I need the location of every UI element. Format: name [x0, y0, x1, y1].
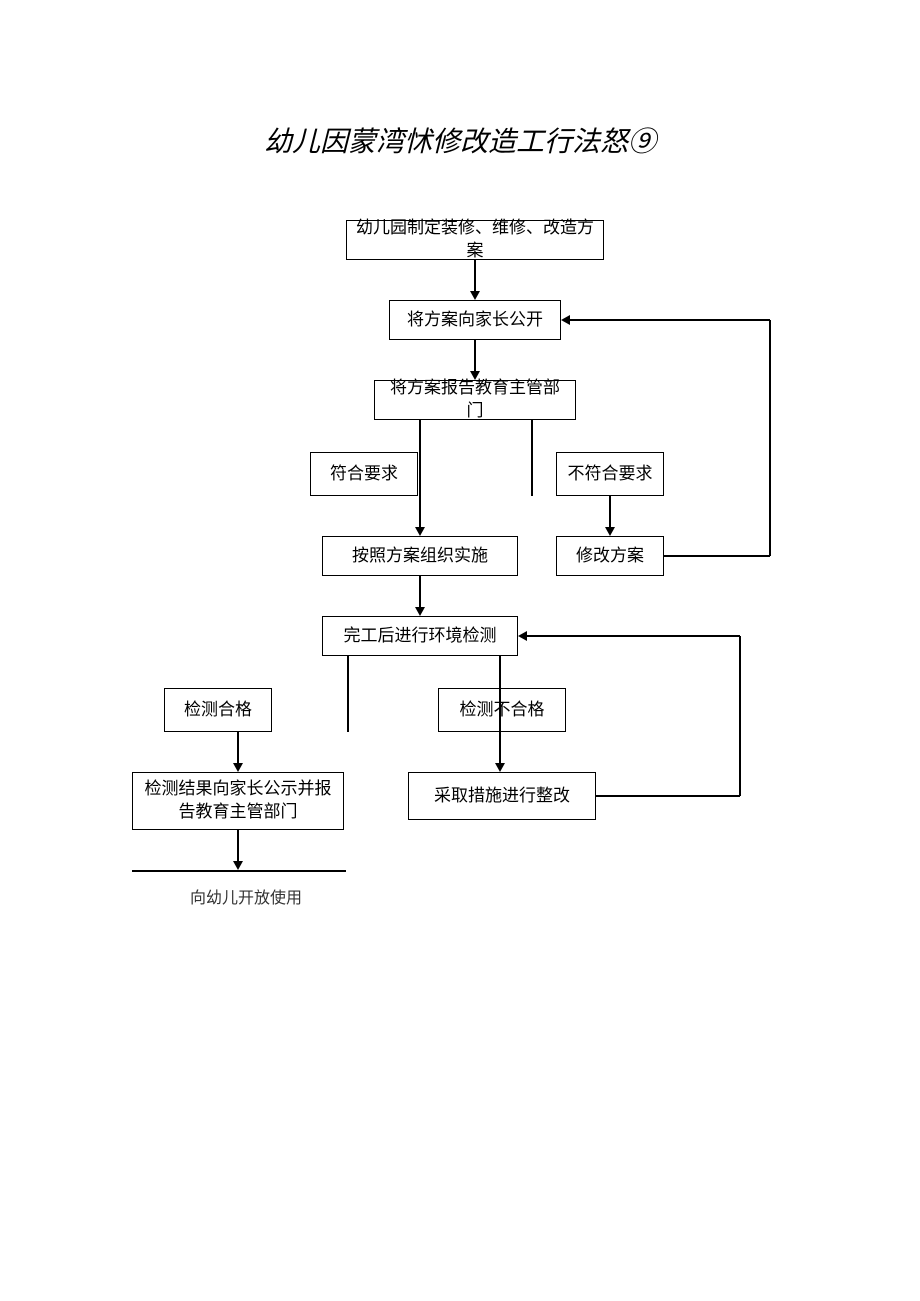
edge-h	[527, 635, 740, 637]
arrow-down	[605, 527, 615, 536]
arrow-down	[495, 763, 505, 772]
edge-v	[419, 496, 421, 527]
edge-v	[419, 576, 421, 607]
flow-node-n2: 将方案向家长公开	[389, 300, 561, 340]
flowchart-canvas: 幼儿园制定装修、维修、改造方案将方案向家长公开将方案报告教育主管部门符合要求 不符…	[100, 220, 820, 940]
edge-v	[419, 420, 421, 496]
page-title: 幼儿因蒙湾怵修改造工行法怒⑨	[0, 120, 920, 160]
edge-h	[596, 795, 740, 797]
edge-v	[237, 830, 239, 861]
edge-h	[664, 555, 770, 557]
flow-node-n7: 修改方案	[556, 536, 664, 576]
edge-h	[570, 319, 770, 321]
edge-v	[474, 340, 476, 371]
flow-node-n11: 检测结果向家长公示并报告教育主管部门	[132, 772, 344, 830]
flow-node-n8: 完工后进行环境检测	[322, 616, 518, 656]
edge-v	[531, 420, 533, 496]
edge-v	[609, 496, 611, 527]
arrow-down	[415, 607, 425, 616]
arrow-left	[518, 631, 527, 641]
flow-node-n1: 幼儿园制定装修、维修、改造方案	[346, 220, 604, 260]
edge-v	[347, 656, 349, 732]
flow-node-n10: 检测不合格	[438, 688, 566, 732]
flow-node-n3: 将方案报告教育主管部门	[374, 380, 576, 420]
flow-node-n9: 检测合格	[164, 688, 272, 732]
edge-v	[474, 260, 476, 291]
edge-v	[499, 656, 501, 732]
arrow-down	[470, 371, 480, 380]
edge-v	[769, 320, 771, 556]
arrow-down	[233, 861, 243, 870]
edge-v	[499, 732, 501, 763]
arrow-down	[470, 291, 480, 300]
arrow-left	[561, 315, 570, 325]
final-underline	[132, 870, 346, 872]
final-text: 向幼儿开放使用	[190, 884, 302, 908]
arrow-down	[233, 763, 243, 772]
flow-node-n5: 不符合要求	[556, 452, 664, 496]
arrow-down	[415, 527, 425, 536]
flow-node-n6: 按照方案组织实施	[322, 536, 518, 576]
edge-v	[237, 732, 239, 763]
flow-node-n12: 采取措施进行整改	[408, 772, 596, 820]
edge-v	[739, 636, 741, 796]
flow-node-n4: 符合要求	[310, 452, 418, 496]
